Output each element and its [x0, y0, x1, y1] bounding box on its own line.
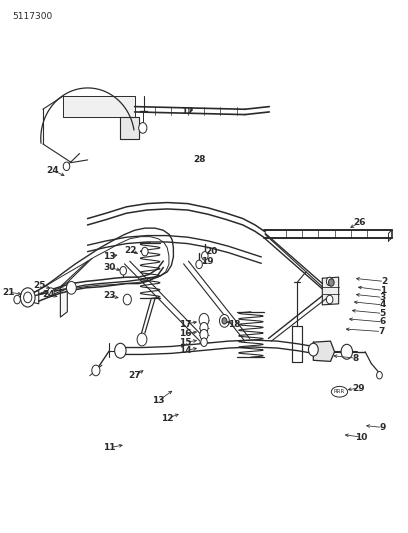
Circle shape	[139, 123, 147, 133]
Text: 9: 9	[379, 423, 386, 432]
Circle shape	[201, 338, 207, 346]
Circle shape	[220, 314, 229, 327]
Circle shape	[48, 288, 54, 296]
Text: 4: 4	[379, 301, 386, 309]
Text: 23: 23	[103, 292, 115, 300]
Text: 22: 22	[124, 246, 137, 255]
Circle shape	[222, 318, 227, 324]
Text: 17: 17	[179, 320, 191, 328]
Text: 14: 14	[179, 346, 191, 355]
Text: 29: 29	[353, 384, 365, 392]
Circle shape	[63, 162, 70, 171]
Circle shape	[137, 333, 147, 346]
Text: 11: 11	[103, 443, 115, 452]
Circle shape	[326, 295, 333, 304]
Circle shape	[115, 343, 126, 358]
Text: 15: 15	[179, 338, 191, 346]
Circle shape	[24, 292, 32, 303]
Text: 30: 30	[103, 263, 115, 272]
Text: 5117300: 5117300	[12, 12, 53, 21]
Text: 20: 20	[205, 247, 217, 256]
Polygon shape	[322, 277, 339, 305]
Text: 19: 19	[201, 257, 213, 265]
Circle shape	[20, 288, 35, 307]
Text: RRR: RRR	[334, 389, 345, 394]
Text: 25: 25	[34, 281, 46, 289]
Polygon shape	[120, 117, 139, 139]
Text: 10: 10	[355, 433, 367, 441]
Circle shape	[142, 247, 148, 256]
Circle shape	[14, 295, 20, 304]
Text: 12: 12	[181, 108, 193, 116]
Text: 24: 24	[47, 166, 59, 175]
Circle shape	[200, 329, 208, 340]
Text: 28: 28	[193, 156, 205, 164]
Circle shape	[326, 277, 333, 286]
Circle shape	[202, 252, 208, 260]
Circle shape	[196, 260, 202, 269]
Text: 13: 13	[152, 397, 164, 405]
Text: 6: 6	[379, 318, 386, 326]
Circle shape	[120, 266, 126, 275]
Text: 18: 18	[228, 320, 241, 328]
Text: 13: 13	[103, 253, 115, 261]
Circle shape	[308, 343, 318, 356]
Circle shape	[341, 344, 353, 359]
Text: 24: 24	[42, 290, 54, 298]
Circle shape	[67, 281, 76, 294]
Circle shape	[377, 372, 382, 379]
Polygon shape	[63, 96, 135, 117]
Polygon shape	[60, 282, 67, 317]
Circle shape	[92, 365, 100, 376]
Text: 12: 12	[161, 414, 173, 423]
Text: 8: 8	[353, 354, 359, 362]
Circle shape	[200, 322, 208, 333]
Text: 27: 27	[129, 372, 141, 380]
Text: 7: 7	[378, 327, 385, 336]
Text: 21: 21	[3, 288, 15, 296]
Circle shape	[199, 313, 209, 326]
Text: 3: 3	[379, 293, 386, 302]
Text: 5: 5	[379, 309, 386, 318]
Circle shape	[328, 279, 334, 286]
Text: 1: 1	[380, 286, 387, 295]
Text: 26: 26	[353, 219, 365, 227]
Text: 16: 16	[179, 329, 191, 338]
Polygon shape	[313, 341, 335, 361]
Text: 2: 2	[381, 277, 388, 286]
Circle shape	[123, 294, 131, 305]
